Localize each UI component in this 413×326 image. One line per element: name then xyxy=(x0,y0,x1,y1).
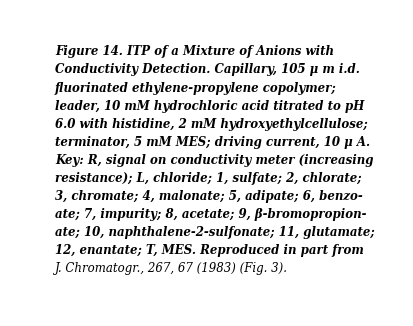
Text: ate; 10, naphthalene-2-sulfonate; 11, glutamate;: ate; 10, naphthalene-2-sulfonate; 11, gl… xyxy=(55,226,374,239)
Text: Figure 14. ITP of a Mixture of Anions with: Figure 14. ITP of a Mixture of Anions wi… xyxy=(55,45,333,58)
Text: resistance); L, chloride; 1, sulfate; 2, chlorate;: resistance); L, chloride; 1, sulfate; 2,… xyxy=(55,172,361,185)
Text: terminator, 5 mM MES; driving current, 10 μ A.: terminator, 5 mM MES; driving current, 1… xyxy=(55,136,369,149)
Text: leader, 10 mM hydrochloric acid titrated to pH: leader, 10 mM hydrochloric acid titrated… xyxy=(55,100,363,112)
Text: ate; 7, impurity; 8, acetate; 9, β-bromopropion-: ate; 7, impurity; 8, acetate; 9, β-bromo… xyxy=(55,208,366,221)
Text: Conductivity Detection. Capillary, 105 μ m i.d.: Conductivity Detection. Capillary, 105 μ… xyxy=(55,64,359,77)
Text: 3, chromate; 4, malonate; 5, adipate; 6, benzo-: 3, chromate; 4, malonate; 5, adipate; 6,… xyxy=(55,190,362,203)
Text: 6.0 with histidine, 2 mM hydroxyethylcellulose;: 6.0 with histidine, 2 mM hydroxyethylcel… xyxy=(55,118,367,131)
Text: Key: R, signal on conductivity meter (increasing: Key: R, signal on conductivity meter (in… xyxy=(55,154,373,167)
Text: 12, enantate; T, MES. Reproduced in part from: 12, enantate; T, MES. Reproduced in part… xyxy=(55,244,363,257)
Text: J. Chromatogr., 267, 67 (1983) (Fig. 3).: J. Chromatogr., 267, 67 (1983) (Fig. 3). xyxy=(55,262,287,275)
Text: fluorinated ethylene-propylene copolymer;: fluorinated ethylene-propylene copolymer… xyxy=(55,82,336,95)
